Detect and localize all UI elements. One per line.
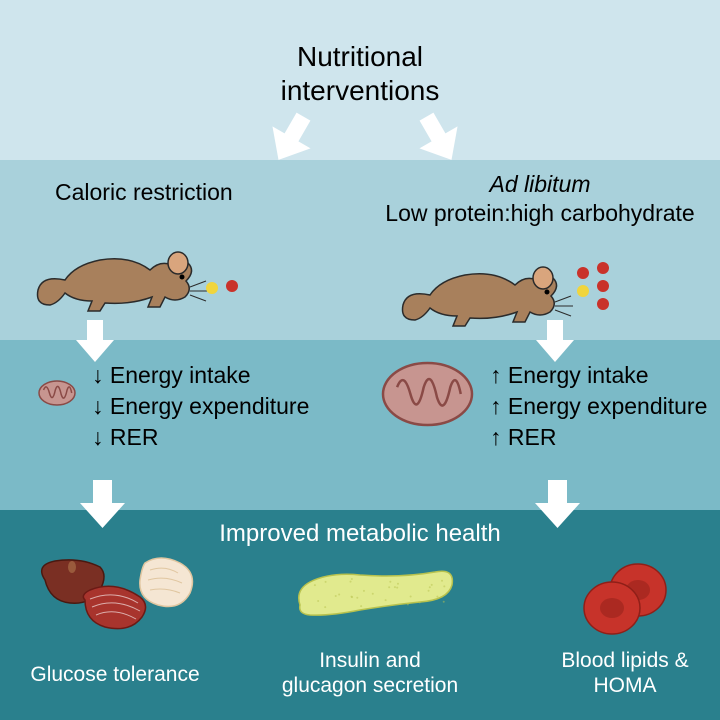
arrow-top-right: [400, 105, 480, 175]
arrow-up-icon: ↑: [490, 393, 502, 419]
metric-left-1: Energy intake: [110, 362, 251, 388]
metric-left-3: RER: [110, 424, 159, 450]
food-dots-right: [573, 258, 643, 318]
pancreas-icon: [290, 560, 460, 640]
arrow-mid-right: [530, 318, 580, 366]
metrics-right: ↑ Energy intake ↑ Energy expenditure ↑ R…: [490, 360, 707, 453]
metric-right-2: Energy expenditure: [508, 393, 707, 419]
outcome-insulin: Insulin and glucagon secretion: [260, 648, 480, 698]
heading-ad-libitum: Ad libitum Low protein:high carbohydrate: [370, 170, 710, 228]
mouse-left-icon: [30, 215, 220, 325]
title-line1: Nutritional: [297, 41, 423, 72]
arrow-bottom-left: [75, 478, 130, 533]
outcome-lipids: Blood lipids & HOMA: [540, 648, 710, 698]
arrow-top-left: [250, 105, 330, 175]
heading-caloric-restriction: Caloric restriction: [55, 178, 233, 207]
arrow-up-icon: ↑: [490, 362, 502, 388]
arrow-mid-left: [70, 318, 120, 366]
metric-right-1: Energy intake: [508, 362, 649, 388]
outcome-title: Improved metabolic health: [160, 520, 560, 548]
arrow-up-icon: ↑: [490, 424, 502, 450]
metric-left-2: Energy expenditure: [110, 393, 309, 419]
food-dots-left: [202, 268, 252, 308]
diagram-root: Nutritional interventions Caloric restri…: [0, 0, 720, 720]
metrics-left: ↓ Energy intake ↓ Energy expenditure ↓ R…: [92, 360, 309, 453]
mitochondrion-large-icon: [380, 360, 475, 428]
outcome-glucose: Glucose tolerance: [5, 662, 225, 687]
arrow-down-icon: ↓: [92, 424, 104, 450]
page-title: Nutritional interventions: [0, 20, 720, 107]
tissues-icon: [30, 555, 230, 655]
ad-libitum-line2: Low protein:high carbohydrate: [385, 200, 694, 226]
title-line2: interventions: [281, 75, 440, 106]
mitochondrion-small-icon: [36, 378, 78, 408]
arrow-down-icon: ↓: [92, 393, 104, 419]
ad-libitum-italic: Ad libitum: [490, 171, 591, 197]
metric-right-3: RER: [508, 424, 557, 450]
arrow-down-icon: ↓: [92, 362, 104, 388]
blood-cells-icon: [580, 560, 680, 640]
